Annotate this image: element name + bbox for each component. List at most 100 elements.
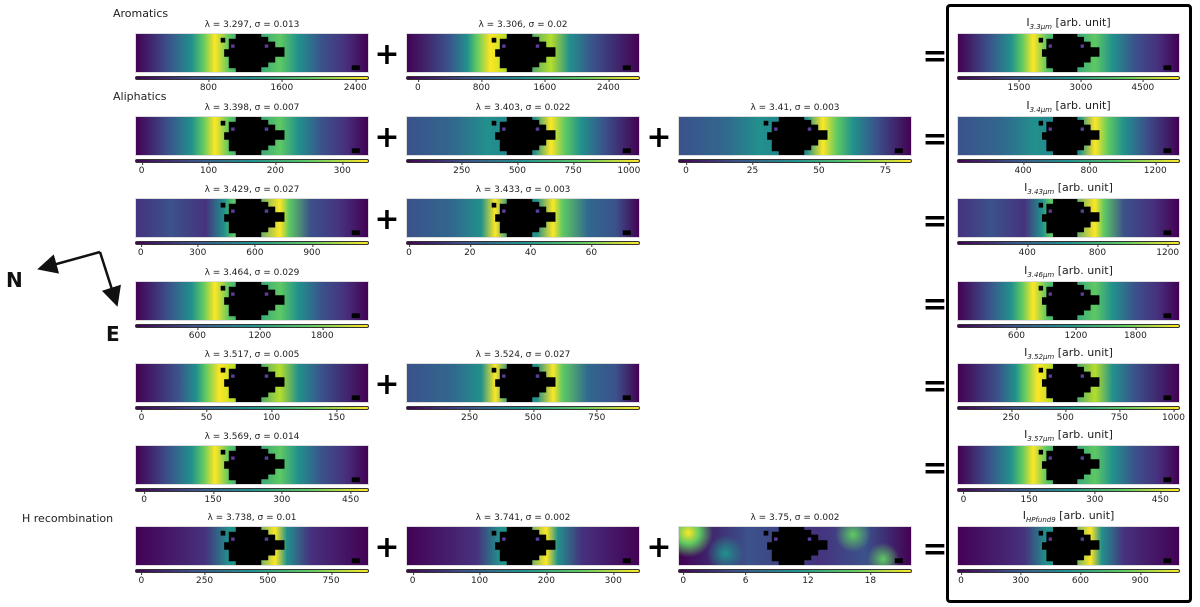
colorbar: [406, 569, 640, 573]
map-title: λ = 3.738, σ = 0.01: [207, 513, 297, 523]
colorbar: [135, 569, 369, 573]
colorbar-tick-label: 1600: [270, 79, 294, 93]
colorbar-tick-label: 1200: [248, 327, 272, 341]
colorbar-tick-label: 0: [683, 162, 689, 176]
result-subscript: 3.43μm: [1027, 188, 1055, 197]
masked-star-region: [1038, 34, 1172, 72]
result-symbol: I: [1024, 181, 1028, 194]
colorbar: [135, 488, 369, 492]
colorbar-tick-label: 500: [508, 162, 527, 176]
map-title: λ = 3.403, σ = 0.022: [475, 103, 571, 113]
map-title: λ = 3.75, σ = 0.002: [750, 513, 840, 523]
result-title: I3.3μm [arb. unit]: [957, 16, 1180, 31]
colorbar: [678, 159, 912, 163]
colorbar-tick-label: 750: [322, 572, 340, 586]
masked-star-region: [1038, 199, 1172, 237]
result-title: I3.46μm [arb. unit]: [957, 264, 1180, 279]
masked-star-region: [220, 364, 360, 402]
result-title: I3.57μm [arb. unit]: [957, 428, 1180, 443]
colorbar: [406, 241, 640, 245]
component-intensity-map: [135, 445, 369, 485]
colorbar: [957, 159, 1180, 163]
colorbar-tick-label: 800: [472, 79, 490, 93]
colorbar-tick-label: 2400: [596, 79, 620, 93]
equals-operator: =: [922, 287, 948, 322]
map-title: λ = 3.741, σ = 0.002: [475, 513, 571, 523]
equals-operator: =: [922, 451, 948, 486]
colorbar-tick-label: 250: [460, 409, 479, 423]
colorbar: [957, 324, 1180, 328]
result-symbol: I: [1024, 428, 1028, 441]
result-unit: [arb. unit]: [1054, 181, 1113, 194]
colorbar-tick-label: 600: [246, 244, 264, 258]
component-intensity-map: [678, 526, 912, 566]
colorbar-tick-label: 0: [958, 572, 964, 586]
result-subscript: HPfund9: [1025, 516, 1056, 525]
equals-operator: =: [922, 369, 948, 404]
result-unit: [arb. unit]: [1055, 509, 1115, 522]
colorbar-tick-label: 100: [199, 162, 218, 176]
result-title: IHPfund9 [arb. unit]: [957, 509, 1180, 524]
masked-star-region: [220, 199, 360, 237]
colorbar-tick-label: 750: [588, 409, 606, 423]
colorbar: [957, 76, 1180, 80]
colorbar-tick-label: 12: [802, 572, 814, 586]
colorbar-tick-label: 400: [1018, 244, 1036, 258]
map-title: λ = 3.297, σ = 0.013: [204, 20, 300, 30]
colorbar-tick-label: 250: [1002, 409, 1020, 423]
masked-star-region: [491, 34, 631, 72]
colorbar-tick-label: 300: [189, 244, 207, 258]
result-unit: [arb. unit]: [1054, 346, 1113, 359]
colorbar-tick-label: 300: [1012, 572, 1030, 586]
component-intensity-map: [406, 116, 640, 156]
masked-star-region: [220, 527, 360, 565]
colorbar: [135, 76, 369, 80]
compass-east-label: E: [106, 322, 120, 346]
colorbar-tick-label: 150: [204, 491, 222, 505]
summed-intensity-map: [957, 363, 1180, 403]
colorbar-tick-label: 1800: [310, 327, 334, 341]
colorbar-tick-label: 0: [137, 244, 144, 258]
summed-intensity-map: [957, 526, 1180, 566]
colorbar-tick-label: 0: [138, 409, 145, 423]
colorbar-tick-label: 1000: [1162, 409, 1185, 423]
equals-operator: =: [922, 532, 948, 567]
colorbar-tick-label: 300: [604, 572, 622, 586]
colorbar-tick-label: 300: [1086, 491, 1104, 505]
colorbar-tick-label: 25: [746, 162, 759, 176]
colorbar-tick-label: 18: [864, 572, 877, 586]
result-subscript: 3.46μm: [1027, 271, 1055, 280]
colorbar-tick-label: 1600: [533, 79, 557, 93]
equals-operator: =: [922, 122, 948, 157]
map-title: λ = 3.433, σ = 0.003: [475, 185, 571, 195]
colorbar-tick-label: 900: [1131, 572, 1149, 586]
colorbar-tick-label: 750: [1110, 409, 1128, 423]
compass-arrows-icon: [37, 250, 121, 307]
colorbar-tick-label: 250: [195, 572, 214, 586]
colorbar-tick-label: 1000: [617, 162, 641, 176]
summed-intensity-map: [957, 33, 1180, 73]
component-intensity-map: [135, 363, 369, 403]
colorbar-tick-label: 1200: [1064, 327, 1088, 341]
colorbar-tick-label: 600: [1071, 572, 1090, 586]
colorbar-tick-label: 20: [464, 244, 476, 258]
colorbar-tick-label: 2400: [343, 79, 367, 93]
result-symbol: I: [1024, 346, 1028, 359]
colorbar-tick-label: 500: [1056, 409, 1074, 423]
result-title: I3.52μm [arb. unit]: [957, 346, 1180, 361]
masked-star-region: [220, 446, 360, 484]
map-title: λ = 3.569, σ = 0.014: [204, 432, 300, 442]
colorbar: [678, 569, 912, 573]
equals-operator: =: [922, 39, 948, 74]
colorbar-tick-label: 50: [813, 162, 825, 176]
colorbar: [957, 406, 1180, 410]
masked-star-region: [1038, 117, 1172, 155]
colorbar-tick-label: 600: [188, 327, 206, 341]
colorbar-tick-label: 300: [333, 162, 351, 176]
colorbar: [406, 159, 640, 163]
map-title: λ = 3.429, σ = 0.027: [204, 185, 300, 195]
result-unit: [arb. unit]: [1052, 99, 1111, 112]
colorbar-tick-label: 800: [1088, 244, 1107, 258]
plus-operator: +: [374, 120, 400, 155]
colorbar-tick-label: 100: [262, 409, 281, 423]
